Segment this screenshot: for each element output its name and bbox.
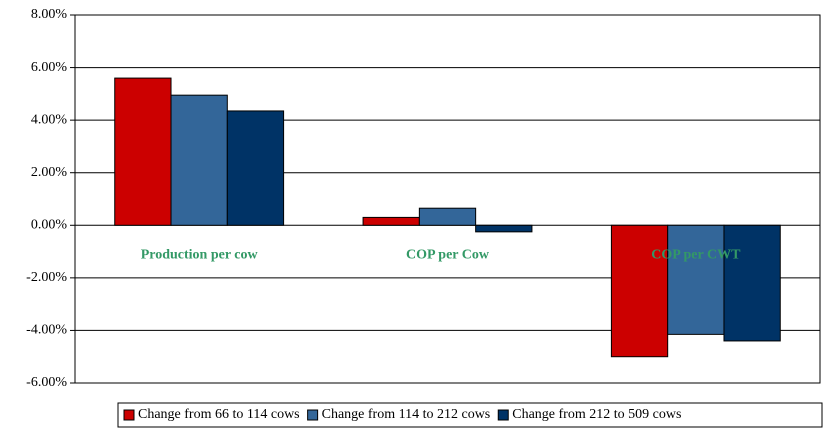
- bar: [170, 94, 228, 226]
- category-label: COP per CWT: [651, 248, 741, 263]
- y-tick-label: 4.00%: [31, 112, 68, 127]
- bar: [418, 207, 477, 226]
- legend-box: [117, 402, 823, 428]
- legend-swatch: [307, 409, 319, 421]
- y-tick-label: 6.00%: [31, 60, 68, 75]
- y-tick-label: -6.00%: [26, 375, 67, 390]
- y-tick-label: 0.00%: [31, 218, 68, 233]
- y-tick-label: 8.00%: [31, 7, 68, 22]
- y-tick-label: -2.00%: [26, 270, 67, 285]
- bar: [723, 224, 781, 342]
- category-label: Production per cow: [141, 248, 259, 263]
- y-tick-label: 2.00%: [31, 165, 68, 180]
- bar: [475, 224, 533, 233]
- y-tick-label: -4.00%: [26, 323, 67, 338]
- bar: [362, 216, 420, 226]
- legend-label: Change from 114 to 212 cows: [322, 407, 491, 422]
- legend-label: Change from 212 to 509 cows: [512, 407, 681, 422]
- legend-label: Change from 66 to 114 cows: [138, 407, 300, 422]
- bar: [114, 77, 172, 226]
- category-label: COP per Cow: [406, 248, 490, 263]
- bar: [667, 224, 725, 335]
- legend-swatch: [123, 409, 135, 421]
- bar: [226, 110, 285, 226]
- bar: [610, 224, 669, 358]
- legend-swatch: [497, 409, 509, 421]
